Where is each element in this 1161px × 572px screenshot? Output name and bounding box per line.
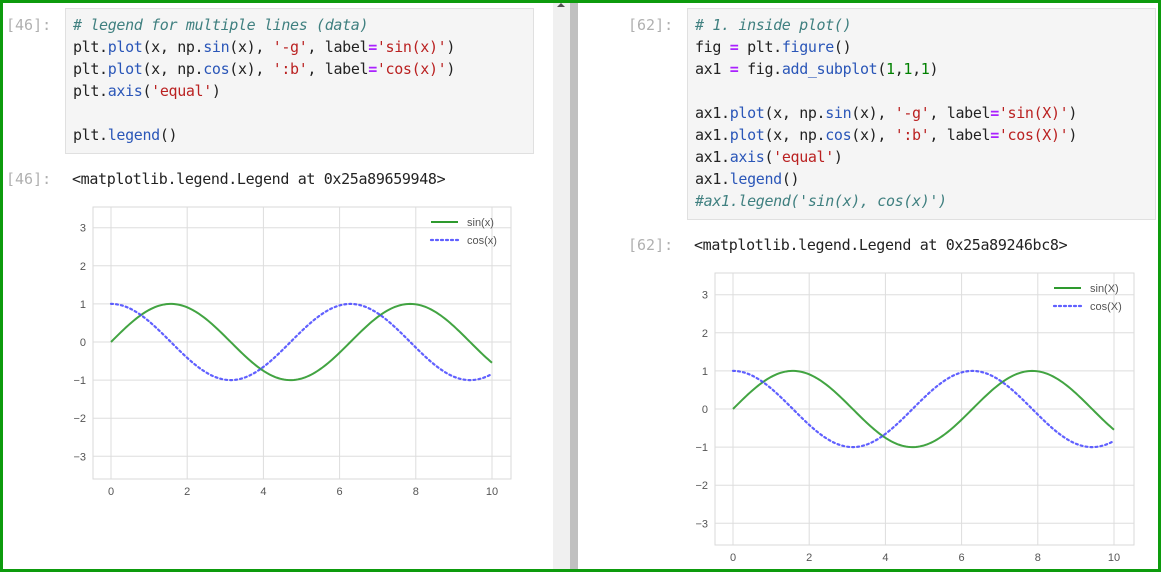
code-line: # 1. inside plot() xyxy=(695,16,852,34)
line-chart: 0 2 4 6 8 10 −3 −2 −1 0 1 2 3 sin(x) cos(x) xyxy=(73,206,512,495)
x-tick-label: 4 xyxy=(882,552,888,562)
legend-label: cos(x) xyxy=(467,235,497,247)
series-line xyxy=(110,302,493,382)
scroll-up-arrow-icon[interactable] xyxy=(557,3,565,7)
x-tick-label: 8 xyxy=(1035,552,1041,562)
x-tick-label: 10 xyxy=(1108,552,1120,562)
code-line: fig = plt.figure() xyxy=(695,38,852,56)
y-tick-label: 1 xyxy=(80,299,86,311)
code-line: ax1.legend() xyxy=(695,170,800,188)
legend-label: sin(x) xyxy=(467,217,494,229)
code-line: ax1.plot(x, np.sin(x), '-g', label='sin(… xyxy=(695,104,1078,122)
output-text: <matplotlib.legend.Legend at 0x25a896599… xyxy=(72,170,446,188)
code-line: ax1 = fig.add_subplot(1,1,1) xyxy=(695,60,939,78)
x-tick-label: 10 xyxy=(486,486,498,495)
y-tick-label: 2 xyxy=(702,328,708,340)
legend-label: sin(X) xyxy=(1090,283,1119,295)
line-chart: 0 2 4 6 8 10 −3 −2 −1 0 1 2 3 sin(X) cos(X) xyxy=(695,272,1135,562)
code-line: plt.legend() xyxy=(73,126,178,144)
y-tick-label: 1 xyxy=(702,366,708,378)
y-tick-label: 0 xyxy=(702,404,708,416)
chart-left: 0 2 4 6 8 10 −3 −2 −1 0 1 2 3 sin(x) cos(x) xyxy=(60,195,530,495)
code-line: ax1.plot(x, np.cos(x), ':b', label='cos(… xyxy=(695,126,1078,144)
x-tick-label: 4 xyxy=(260,486,266,495)
y-tick-label: 0 xyxy=(80,337,86,349)
series-line xyxy=(731,369,1116,449)
legend-label: cos(X) xyxy=(1090,301,1122,313)
output-text: <matplotlib.legend.Legend at 0x25a89246b… xyxy=(694,236,1068,254)
x-tick-label: 8 xyxy=(413,486,419,495)
scrollbar[interactable] xyxy=(553,0,570,572)
code-line: plt.plot(x, np.sin(x), '-g', label='sin(… xyxy=(73,38,456,56)
output-prompt: [46]: xyxy=(6,170,52,188)
code-line: ax1.axis('equal') xyxy=(695,148,843,166)
x-tick-label: 6 xyxy=(337,486,343,495)
code-cell[interactable]: # legend for multiple lines (data) plt.pl… xyxy=(65,8,534,154)
y-tick-label: −2 xyxy=(73,413,86,425)
code-cell[interactable]: # 1. inside plot() fig = plt.figure() ax1 … xyxy=(687,8,1156,220)
y-tick-label: −1 xyxy=(73,375,86,387)
code-line: plt.plot(x, np.cos(x), ':b', label='cos(… xyxy=(73,60,456,78)
output-prompt: [62]: xyxy=(628,236,674,254)
x-tick-label: 6 xyxy=(959,552,965,562)
y-tick-label: 2 xyxy=(80,261,86,273)
y-tick-label: −3 xyxy=(73,451,86,463)
chart-right: 0 2 4 6 8 10 −3 −2 −1 0 1 2 3 sin(X) cos(X) xyxy=(680,262,1150,562)
left-notebook-panel: [46]: # legend for multiple lines (data)… xyxy=(0,0,553,572)
y-tick-label: −3 xyxy=(695,518,708,530)
y-tick-label: −1 xyxy=(695,442,708,454)
y-tick-label: −2 xyxy=(695,480,708,492)
x-tick-label: 0 xyxy=(108,486,114,495)
code-line: # legend for multiple lines (data) xyxy=(73,16,369,34)
right-notebook-panel: [62]: # 1. inside plot() fig = plt.figure… xyxy=(578,0,1161,572)
input-prompt: [46]: xyxy=(6,16,52,34)
x-tick-label: 0 xyxy=(730,552,736,562)
series-line xyxy=(732,369,1115,449)
y-tick-label: 3 xyxy=(80,223,86,235)
series-line xyxy=(109,302,494,382)
x-tick-label: 2 xyxy=(806,552,812,562)
x-tick-label: 2 xyxy=(184,486,190,495)
code-line: plt.axis('equal') xyxy=(73,82,221,100)
panel-divider[interactable] xyxy=(570,0,578,572)
code-line: #ax1.legend('sin(x), cos(x)') xyxy=(695,192,947,210)
y-tick-label: 3 xyxy=(702,290,708,302)
input-prompt: [62]: xyxy=(628,16,674,34)
